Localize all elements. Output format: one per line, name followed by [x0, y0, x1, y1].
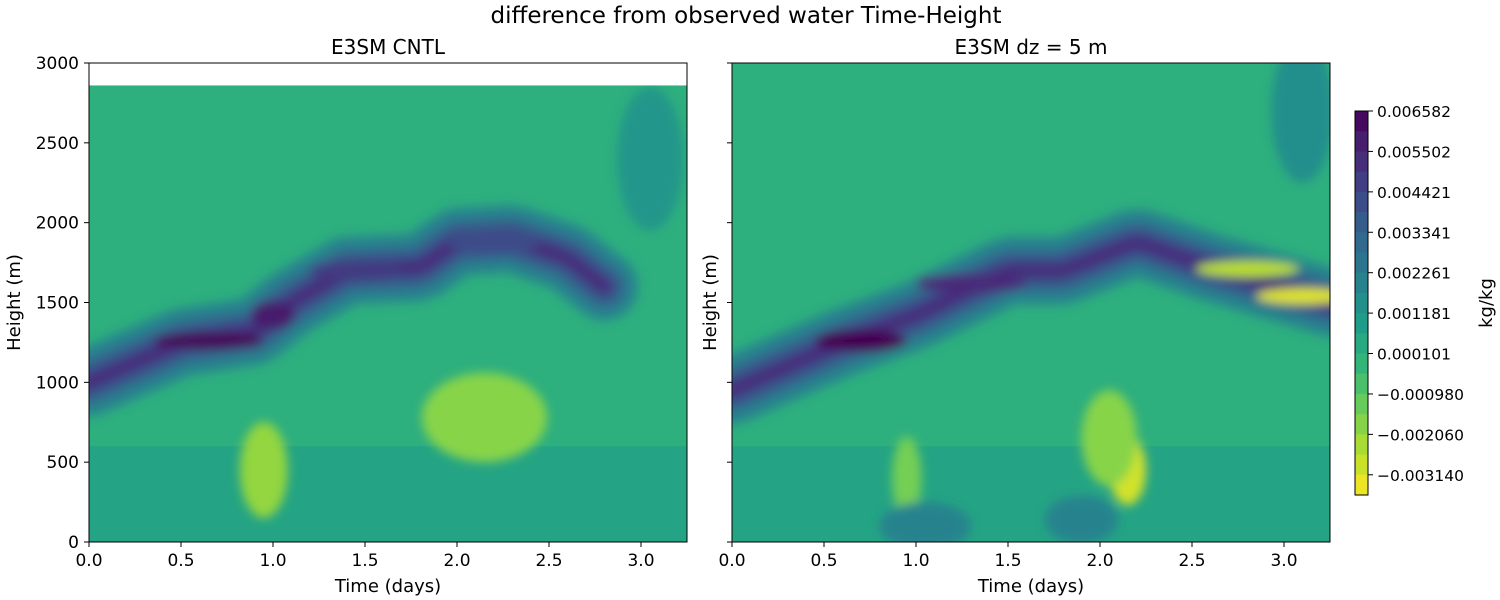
contour-feature-8 — [879, 502, 972, 542]
contour-feature-6 — [239, 422, 288, 518]
contour-feature-0 — [814, 329, 907, 352]
heatmap-field — [732, 63, 1330, 542]
x-tick-label: 1.5 — [351, 551, 378, 571]
x-tick-label: 2.0 — [443, 551, 470, 571]
heatmap-lower-layer — [732, 446, 1330, 542]
colorbar-segment — [1355, 191, 1368, 213]
panel-title: E3SM CNTL — [331, 35, 446, 59]
x-tick-label: 0.5 — [810, 551, 837, 571]
y-tick-label: 3000 — [36, 54, 79, 74]
contour-feature-7 — [1271, 63, 1330, 183]
colorbar-tick-label: 0.006582 — [1377, 103, 1451, 121]
y-tick-label: 0 — [68, 533, 79, 553]
colorbar-segment — [1355, 292, 1368, 314]
colorbar-tick-label: −0.000980 — [1377, 386, 1464, 404]
panel-title: E3SM dz = 5 m — [955, 35, 1108, 59]
colorbar-segment — [1355, 434, 1368, 456]
panel-dz5: E3SM dz = 5 m 0.0 0.5 1.0 1.5 2.0 2.5 3.0 Time (… — [700, 35, 1331, 597]
colorbar-segment — [1355, 313, 1368, 334]
x-tick-label: 1.0 — [259, 551, 286, 571]
x-axis-label: Time (days) — [334, 576, 441, 597]
x-tick-label: 0.5 — [167, 551, 194, 571]
contour-feature-7 — [617, 87, 684, 231]
figure-title: difference from observed water Time-Heig… — [491, 3, 1002, 29]
x-tick-label: 2.5 — [535, 551, 562, 571]
colorbar-segment — [1355, 272, 1368, 294]
x-tick-label: 0.0 — [718, 551, 745, 571]
y-tick-label: 2500 — [36, 134, 79, 154]
colorbar-segment — [1355, 131, 1368, 153]
y-tick-label: 2000 — [36, 214, 79, 234]
contour-feature-3 — [447, 230, 540, 253]
x-tick-label: 3.0 — [1270, 551, 1297, 571]
contour-feature-3 — [1195, 261, 1299, 277]
colorbar-tick-label: −0.002060 — [1377, 426, 1464, 444]
x-tick-label: 2.5 — [1178, 551, 1205, 571]
contour-feature-1 — [916, 273, 1027, 293]
y-axis-label: Height (m) — [700, 254, 721, 351]
heatmap-field — [89, 85, 687, 542]
x-tick-label: 2.0 — [1086, 551, 1113, 571]
colorbar-label: kg/kg — [1476, 278, 1497, 328]
y-tick-label: 1500 — [36, 294, 79, 314]
colorbar-segment — [1355, 151, 1368, 173]
colorbar-segment — [1355, 393, 1368, 415]
colorbar-segment — [1355, 232, 1368, 254]
colorbar-tick-label: 0.000101 — [1377, 346, 1451, 364]
y-tick-label: 1000 — [36, 373, 79, 393]
colorbar-tick-label: 0.004421 — [1377, 184, 1451, 202]
colorbar-tick-label: 0.001181 — [1377, 305, 1451, 323]
x-tick-label: 1.5 — [994, 551, 1021, 571]
colorbar-segment — [1355, 111, 1368, 132]
colorbar-segment — [1355, 474, 1368, 496]
contour-feature-9 — [1044, 495, 1119, 542]
colorbar-frame — [1354, 110, 1369, 496]
x-tick-label: 0.0 — [75, 551, 102, 571]
contour-feature-5 — [1081, 390, 1137, 487]
colorbar-tick-label: 0.003341 — [1377, 224, 1451, 242]
contour-feature-2 — [1256, 288, 1330, 305]
colorbar-segment — [1355, 212, 1368, 233]
contour-feature-0 — [153, 332, 264, 350]
colorbar-segment — [1355, 353, 1368, 375]
colorbar-segment — [1355, 414, 1368, 435]
x-tick-label: 1.0 — [902, 551, 929, 571]
y-axis-label: Height (m) — [4, 254, 25, 351]
colorbar-segment — [1355, 171, 1368, 193]
colorbar-segment — [1355, 333, 1368, 355]
colorbar-tick-label: 0.005502 — [1377, 143, 1451, 161]
colorbar-segment — [1355, 373, 1368, 395]
contour-feature-6 — [892, 436, 922, 520]
colorbar-tick-label: −0.003140 — [1377, 467, 1464, 485]
panel-cntl: E3SM CNTL 0.0 0.5 1.0 1.5 2.0 2.5 3.0 0 500 1000 15… — [4, 35, 688, 597]
x-axis-label: Time (days) — [977, 576, 1084, 597]
contour-feature-2 — [309, 261, 402, 281]
colorbar-tick-label: 0.002261 — [1377, 265, 1451, 283]
contour-feature-1 — [250, 300, 296, 330]
y-tick-label: 500 — [47, 453, 79, 473]
colorbar-segment — [1355, 252, 1368, 274]
heatmap-lower-layer — [89, 446, 687, 542]
colorbar: 0.006582 0.005502 0.004421 0.003341 0.002261… — [1354, 103, 1497, 496]
colorbar-segment — [1355, 454, 1368, 476]
contour-feature-5 — [422, 372, 548, 463]
x-tick-label: 3.0 — [627, 551, 654, 571]
